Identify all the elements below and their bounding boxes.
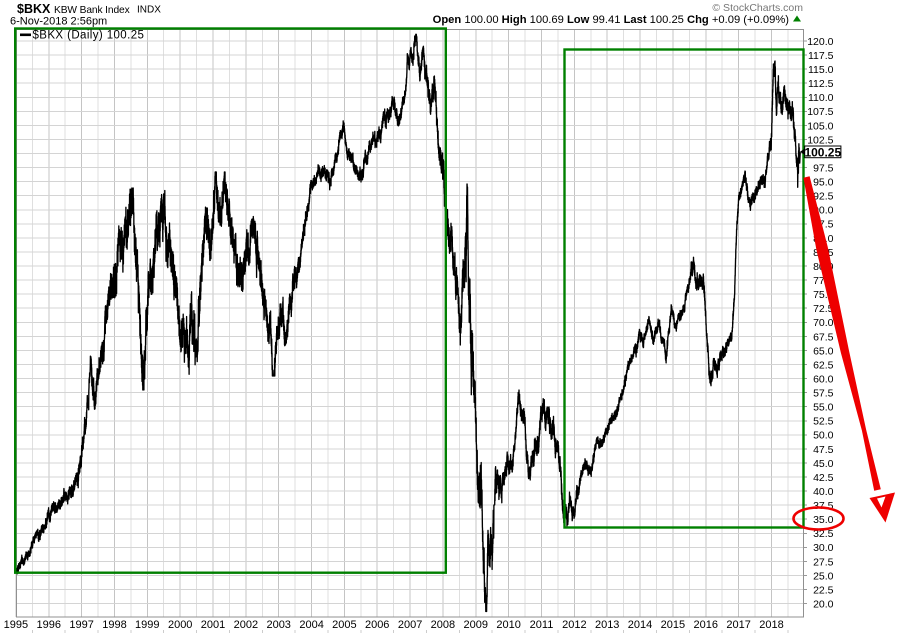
svg-text:100.25: 100.25 xyxy=(804,145,841,159)
svg-text:2011: 2011 xyxy=(530,619,554,631)
svg-text:67.5: 67.5 xyxy=(813,331,834,343)
svg-text:27.5: 27.5 xyxy=(813,556,834,568)
svg-text:60.0: 60.0 xyxy=(813,374,834,386)
svg-text:KBW Bank Index: KBW Bank Index xyxy=(54,5,130,16)
svg-text:2015: 2015 xyxy=(661,619,685,631)
svg-text:35.0: 35.0 xyxy=(813,514,834,526)
svg-text:2005: 2005 xyxy=(332,619,356,631)
svg-text:110.0: 110.0 xyxy=(808,92,834,104)
svg-text:72.5: 72.5 xyxy=(813,303,834,315)
svg-text:37.5: 37.5 xyxy=(813,500,834,512)
svg-text:62.5: 62.5 xyxy=(813,359,834,371)
svg-text:40.0: 40.0 xyxy=(813,486,834,498)
svg-text:2013: 2013 xyxy=(595,619,619,631)
svg-text:2008: 2008 xyxy=(431,619,455,631)
svg-text:INDX: INDX xyxy=(137,5,161,16)
svg-text:22.5: 22.5 xyxy=(813,584,834,596)
svg-text:50.0: 50.0 xyxy=(813,430,834,442)
svg-text:6-Nov-2018 2:56pm: 6-Nov-2018 2:56pm xyxy=(10,16,107,28)
svg-text:30.0: 30.0 xyxy=(813,542,834,554)
svg-text:97.5: 97.5 xyxy=(813,163,834,175)
svg-text:25.0: 25.0 xyxy=(813,570,834,582)
svg-text:105.0: 105.0 xyxy=(807,120,833,132)
svg-text:2009: 2009 xyxy=(464,619,488,631)
svg-text:2006: 2006 xyxy=(365,619,389,631)
svg-text:117.5: 117.5 xyxy=(808,50,834,62)
svg-text:65.0: 65.0 xyxy=(813,345,834,357)
svg-text:1997: 1997 xyxy=(69,619,93,631)
svg-text:1996: 1996 xyxy=(37,619,61,631)
svg-text:2007: 2007 xyxy=(398,619,422,631)
svg-text:2012: 2012 xyxy=(562,619,586,631)
svg-text:52.5: 52.5 xyxy=(813,416,834,428)
svg-text:2003: 2003 xyxy=(266,619,290,631)
svg-text:$BKX: $BKX xyxy=(17,2,51,16)
svg-text:32.5: 32.5 xyxy=(813,528,834,540)
svg-text:112.5: 112.5 xyxy=(808,78,834,90)
svg-text:102.5: 102.5 xyxy=(807,134,833,146)
svg-text:Open 100.00 High 100.69 Low: Open 100.00 High 100.69 Low 99.41 Last 1… xyxy=(433,14,790,26)
svg-text:20.0: 20.0 xyxy=(813,599,834,611)
svg-text:95.0: 95.0 xyxy=(813,177,834,189)
svg-text:55.0: 55.0 xyxy=(813,402,834,414)
svg-text:2010: 2010 xyxy=(496,619,520,631)
svg-text:2001: 2001 xyxy=(201,619,225,631)
svg-text:2016: 2016 xyxy=(694,619,718,631)
svg-text:57.5: 57.5 xyxy=(813,388,834,400)
svg-text:115.0: 115.0 xyxy=(808,64,834,76)
svg-text:42.5: 42.5 xyxy=(813,472,834,484)
svg-text:92.5: 92.5 xyxy=(813,191,834,203)
svg-text:2018: 2018 xyxy=(759,619,783,631)
svg-text:1999: 1999 xyxy=(135,619,159,631)
svg-text:1998: 1998 xyxy=(102,619,126,631)
svg-text:2002: 2002 xyxy=(234,619,258,631)
svg-text:© StockCharts.com: © StockCharts.com xyxy=(712,2,803,14)
svg-text:1995: 1995 xyxy=(4,619,28,631)
svg-text:2004: 2004 xyxy=(299,619,323,631)
svg-text:2014: 2014 xyxy=(628,619,652,631)
svg-text:$BKX (Daily) 100.25: $BKX (Daily) 100.25 xyxy=(33,30,145,42)
svg-text:107.5: 107.5 xyxy=(807,106,833,118)
svg-text:47.5: 47.5 xyxy=(813,444,834,456)
svg-text:70.0: 70.0 xyxy=(813,317,834,329)
svg-text:120.0: 120.0 xyxy=(807,36,833,48)
svg-text:45.0: 45.0 xyxy=(813,458,834,470)
svg-text:2000: 2000 xyxy=(168,619,192,631)
svg-text:2017: 2017 xyxy=(726,619,750,631)
